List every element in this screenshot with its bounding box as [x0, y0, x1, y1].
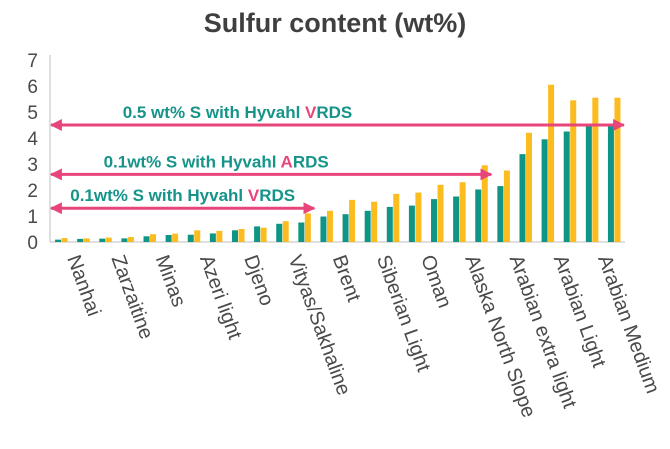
bar-series-b — [437, 184, 444, 242]
annotation-highlight: A — [281, 152, 293, 171]
bar-series-b — [592, 97, 599, 242]
bar-series-a — [165, 234, 172, 242]
x-tick-label: Azeri light — [195, 252, 246, 342]
bar-series-a — [77, 238, 84, 242]
bar-series-a — [121, 238, 128, 242]
x-tick-label: Arabian Medium — [593, 252, 663, 396]
bar-series-b — [525, 132, 532, 242]
bar-series-a — [298, 222, 305, 242]
bar-series-b — [481, 165, 488, 242]
annotation-text: 0.5 wt% S with Hyvahl — [123, 103, 305, 122]
bar-series-b — [61, 238, 68, 242]
bar-series-b — [172, 233, 179, 242]
annotation-text: RDS — [293, 152, 329, 171]
y-tick-label: 7 — [27, 51, 38, 72]
y-tick-label: 4 — [27, 129, 38, 150]
bar-series-a — [209, 233, 216, 242]
bar-series-b — [83, 238, 90, 242]
y-tick-label: 0 — [27, 233, 38, 254]
bar-series-a — [55, 239, 62, 242]
annotation-text: RDS — [259, 186, 295, 205]
bar-series-a — [342, 214, 349, 242]
bar-series-b — [459, 182, 466, 242]
bar-series-b — [326, 210, 333, 242]
x-tick-label: Zarzaitine — [107, 252, 158, 342]
bar-series-b — [503, 170, 510, 242]
bar-series-a — [364, 210, 371, 242]
annotation-text: 0.1wt% S with Hyvahl — [104, 152, 281, 171]
bar-series-b — [304, 213, 311, 242]
bar-series-a — [386, 206, 393, 242]
bar-series-b — [393, 193, 400, 242]
bar-series-a — [187, 234, 194, 242]
annotation-text: 0.1wt% S with Hyvahl — [70, 186, 248, 205]
annotation-label: 0.5 wt% S with Hyvahl VRDS — [123, 103, 353, 122]
bar-series-a — [563, 131, 570, 242]
x-tick-label: Nanhai — [62, 252, 104, 319]
chart-bars — [55, 84, 621, 242]
bar-series-a — [99, 238, 106, 242]
bar-series-b — [570, 100, 577, 242]
bar-series-b — [105, 237, 112, 242]
bar-series-b — [216, 230, 223, 242]
bar-series-a — [408, 205, 415, 242]
bar-series-a — [453, 196, 460, 242]
annotation-label: 0.1wt% S with Hyvahl VRDS — [70, 186, 295, 205]
bar-series-a — [320, 216, 327, 242]
bar-series-b — [415, 192, 422, 242]
bar-series-b — [371, 201, 378, 242]
x-tick-label: Minas — [151, 252, 190, 310]
bar-series-b — [349, 199, 356, 242]
annotation-highlight: V — [248, 186, 260, 205]
x-tick-label: Brent — [328, 252, 365, 305]
chart-title: Sulfur content (wt%) — [203, 8, 467, 38]
x-tick-label: Oman — [416, 252, 455, 311]
annotation-text: RDS — [316, 103, 352, 122]
bar-series-b — [150, 234, 157, 242]
bar-series-b — [282, 221, 289, 242]
bar-series-a — [607, 123, 614, 242]
bar-series-a — [541, 139, 548, 242]
y-tick-label: 3 — [27, 155, 38, 176]
y-tick-label: 6 — [27, 77, 38, 98]
bar-series-a — [497, 186, 504, 242]
bar-series-a — [519, 154, 526, 242]
y-tick-label: 1 — [27, 207, 38, 228]
annotation-label: 0.1wt% S with Hyvahl ARDS — [104, 152, 329, 171]
bar-series-b — [548, 84, 555, 242]
bar-series-b — [194, 230, 201, 242]
bar-series-a — [143, 236, 150, 242]
y-tick-label: 5 — [27, 103, 38, 124]
bar-series-a — [475, 189, 482, 242]
y-tick-label: 2 — [27, 181, 38, 202]
bar-series-b — [238, 229, 245, 242]
bar-series-a — [276, 223, 283, 242]
bar-series-a — [431, 199, 438, 242]
annotation-highlight: V — [305, 103, 317, 122]
bar-series-b — [260, 227, 267, 242]
x-tick-label: Djeno — [239, 252, 278, 309]
bar-series-a — [585, 125, 592, 242]
bar-series-b — [127, 237, 134, 242]
bar-series-b — [614, 97, 621, 242]
bar-series-a — [254, 226, 261, 242]
bar-series-a — [231, 230, 238, 242]
